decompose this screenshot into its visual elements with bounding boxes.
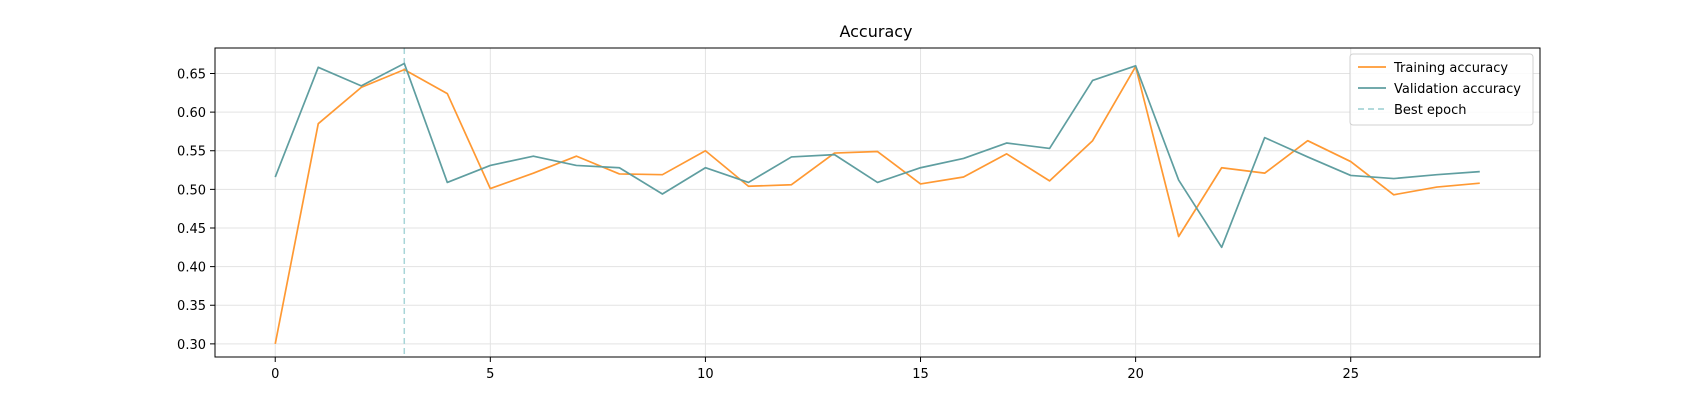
x-tick-label: 0 bbox=[271, 367, 279, 382]
y-tick-label: 0.35 bbox=[177, 299, 206, 314]
plot-frame bbox=[214, 47, 1541, 358]
legend-label: Best epoch bbox=[1394, 103, 1467, 118]
legend: Training accuracy Validation accuracy Best… bbox=[1349, 53, 1534, 126]
series-line-training bbox=[274, 65, 1480, 345]
x-tick-label: 25 bbox=[1342, 367, 1359, 382]
y-tick-label: 0.55 bbox=[177, 145, 206, 160]
x-tick-label: 10 bbox=[697, 367, 714, 382]
series-lines bbox=[274, 62, 1480, 345]
y-tick-label: 0.65 bbox=[177, 67, 206, 82]
x-ticks: 0 5 10 15 20 25 bbox=[271, 357, 1359, 382]
series-line-validation bbox=[274, 62, 1480, 249]
x-tick-label: 15 bbox=[912, 367, 929, 382]
chart-title: Accuracy bbox=[839, 22, 912, 41]
y-ticks: 0.30 0.35 0.40 0.45 0.50 0.55 0.60 0.65 bbox=[177, 67, 215, 353]
grid bbox=[215, 48, 1540, 357]
y-tick-label: 0.45 bbox=[177, 222, 206, 237]
legend-box bbox=[1349, 53, 1534, 126]
x-tick-label: 5 bbox=[486, 367, 494, 382]
x-tick-label: 20 bbox=[1127, 367, 1144, 382]
legend-label: Training accuracy bbox=[1393, 61, 1508, 76]
y-tick-label: 0.50 bbox=[177, 183, 206, 198]
legend-label: Validation accuracy bbox=[1394, 82, 1521, 97]
y-tick-label: 0.30 bbox=[177, 338, 206, 353]
y-tick-label: 0.60 bbox=[177, 106, 206, 121]
y-tick-label: 0.40 bbox=[177, 261, 206, 276]
